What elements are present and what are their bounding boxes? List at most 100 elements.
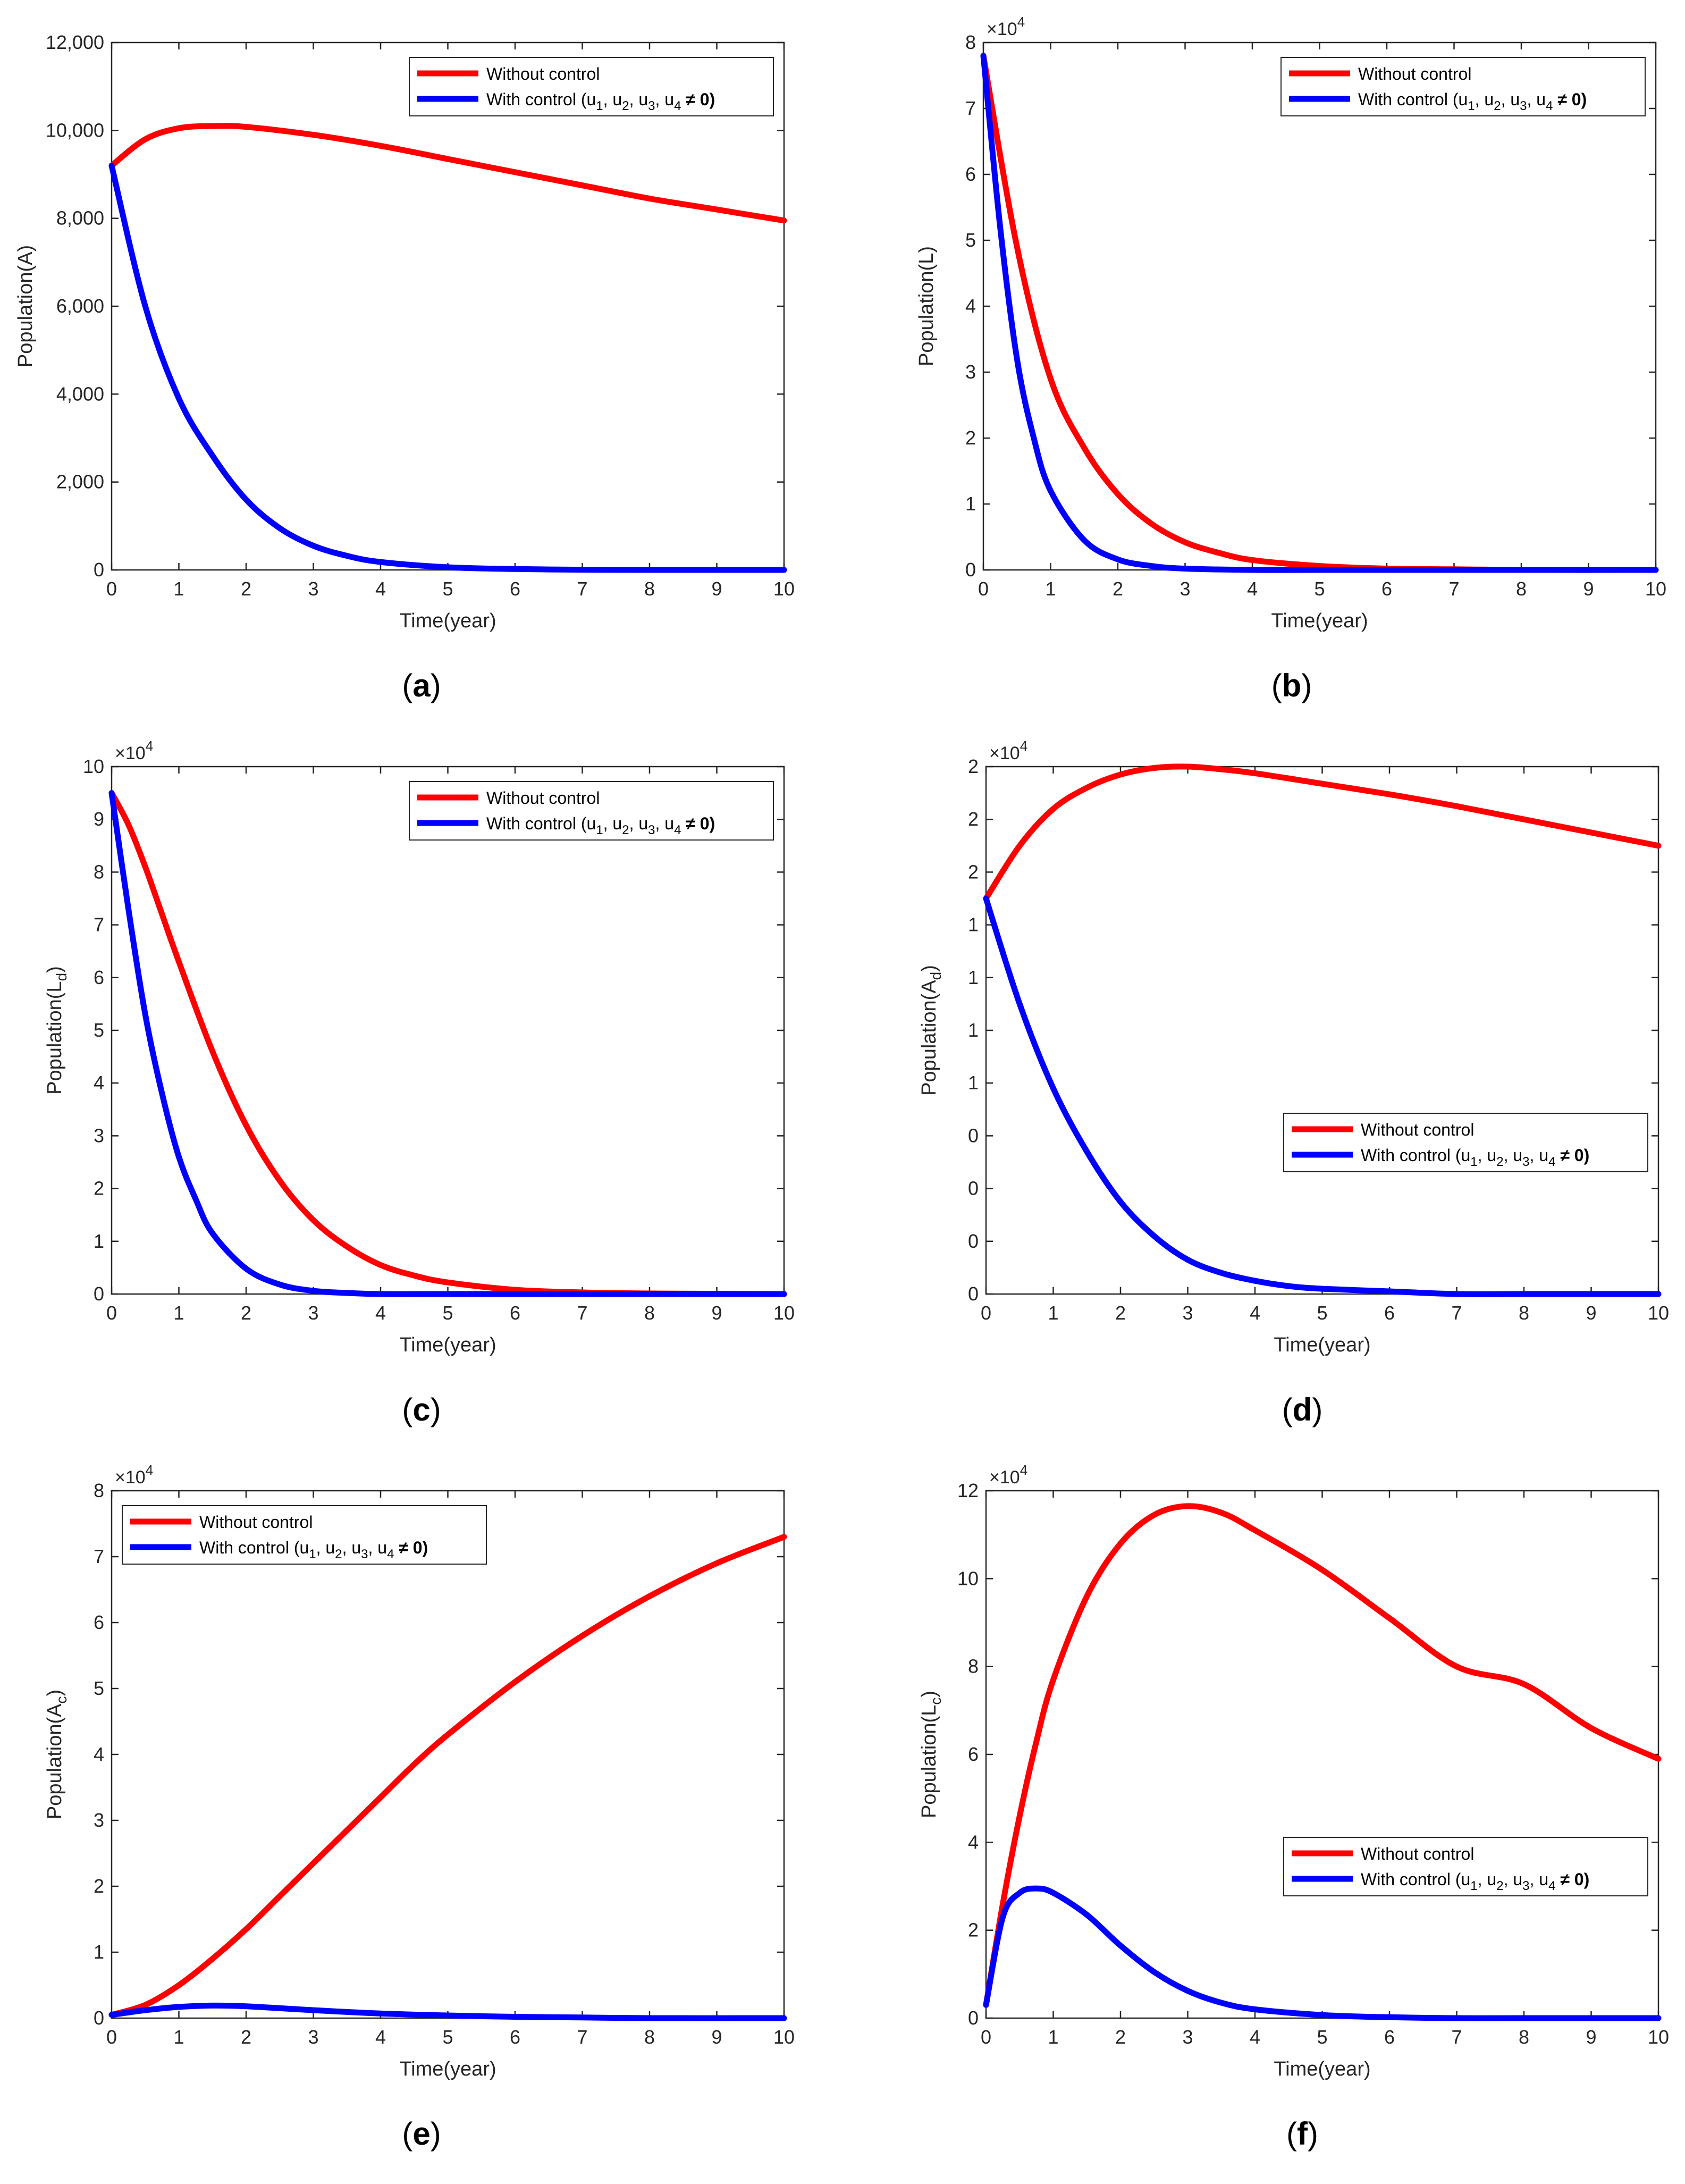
y-tick-label: 7: [965, 97, 976, 119]
legend-label-with: With control (u1, u2, u3, u4 ≠ 0): [486, 90, 715, 113]
legend-box: [122, 1505, 487, 1565]
x-axis-label: Time(year): [399, 610, 496, 632]
x-tick-label: 2: [1115, 2026, 1126, 2048]
y-tick-label: 1: [965, 493, 976, 515]
x-tick-label: 0: [106, 578, 117, 600]
y-tick-label: 2: [94, 1875, 104, 1897]
x-tick-label: 3: [308, 578, 318, 600]
x-tick-label: 5: [442, 2026, 453, 2048]
y-tick-label: 7: [94, 1545, 104, 1567]
y-tick-label: 0: [968, 2007, 979, 2029]
x-tick-label: 1: [173, 1302, 184, 1324]
legend-box: [1283, 1113, 1648, 1172]
panel-caption: (b): [1271, 668, 1312, 703]
chart-panel-e: 0 1 2 3 4 5 6 7 8 9 10 0 1 2 3 4 5 6 7 8 ×104 Time(year) Popul…: [44, 1462, 795, 2152]
series-with-control: [108, 163, 787, 573]
x-tick-label: 10: [773, 2026, 795, 2048]
x-tick-label: 4: [1247, 578, 1258, 600]
y-tick-label: 0: [968, 1178, 979, 1199]
x-tick-label: 7: [1451, 2026, 1462, 2048]
y-tick-label: 4: [94, 1743, 104, 1765]
x-tick-label: 6: [510, 578, 520, 600]
legend-label-without: Without control: [1358, 64, 1471, 83]
series-with-control: [108, 790, 787, 1297]
legend-label-with: With control (u1, u2, u3, u4 ≠ 0): [486, 814, 715, 837]
y-tick-label: 7: [94, 914, 104, 936]
x-tick-label: 10: [1645, 578, 1666, 600]
y-tick-label: 6,000: [56, 295, 104, 317]
y-tick-label: 0: [94, 1283, 104, 1305]
x-tick-label: 0: [106, 1302, 117, 1324]
legend: Without control With control (u1, u2, u3,…: [1280, 57, 1646, 116]
y-multiplier: ×104: [989, 738, 1027, 763]
legend: Without control With control (u1, u2, u3,…: [409, 57, 774, 116]
y-tick-label: 1: [968, 914, 979, 936]
legend-box: [1280, 57, 1646, 116]
x-tick-label: 8: [644, 1302, 655, 1324]
y-tick-label: 9: [94, 808, 104, 830]
legend-box: [1283, 1837, 1648, 1896]
y-axis-label: Population(Lc): [918, 1691, 944, 1818]
x-tick-label: 9: [1586, 2026, 1596, 2048]
y-tick-label: 0: [968, 1283, 979, 1305]
series-without-control: [108, 123, 787, 224]
x-tick-label: 10: [773, 578, 795, 600]
x-tick-label: 9: [711, 2026, 722, 2048]
x-tick-label: 4: [1250, 1302, 1260, 1324]
x-tick-label: 5: [1314, 578, 1325, 600]
y-axis-label: Population(L): [915, 246, 938, 366]
x-axis-label: Time(year): [1274, 2058, 1370, 2080]
y-tick-label: 2,000: [56, 471, 104, 493]
x-tick-label: 0: [106, 2026, 117, 2048]
y-tick-label: 6: [965, 163, 976, 185]
panel-caption: (d): [1282, 1392, 1323, 1427]
legend-label-without: Without control: [199, 1513, 313, 1532]
y-tick-label: 4,000: [56, 383, 104, 405]
y-tick-label: 2: [94, 1178, 104, 1199]
y-axis-label: Population(Ac): [44, 1690, 70, 1819]
y-tick-label: 6: [94, 1611, 104, 1633]
plot-frame: [982, 41, 1657, 571]
x-tick-label: 1: [1048, 1302, 1058, 1324]
y-tick-label: 0: [94, 2007, 104, 2029]
y-multiplier: ×104: [989, 1462, 1027, 1488]
series-with-control: [983, 1885, 1662, 2021]
y-tick-label: 1: [968, 967, 979, 988]
y-tick-label: 6: [94, 967, 104, 988]
plot-frame: [985, 766, 1659, 1295]
x-tick-label: 3: [308, 1302, 318, 1324]
x-tick-label: 2: [1115, 1302, 1126, 1324]
panel-caption: (a): [402, 668, 441, 703]
x-tick-label: 7: [1451, 1302, 1462, 1324]
x-axis-label: Time(year): [1274, 1334, 1370, 1356]
legend-box: [409, 781, 774, 841]
plot-frame: [111, 41, 785, 571]
panel-caption: (f): [1286, 2116, 1318, 2152]
y-tick-label: 0: [968, 1124, 979, 1146]
x-tick-label: 6: [1384, 1302, 1395, 1324]
legend-label-without: Without control: [486, 64, 600, 83]
x-tick-label: 4: [1250, 2026, 1260, 2048]
x-tick-label: 6: [1381, 578, 1392, 600]
series-with-control: [108, 2002, 787, 2021]
series-with-control: [980, 53, 1659, 573]
x-tick-label: 6: [510, 2026, 520, 2048]
x-tick-label: 7: [577, 1302, 587, 1324]
y-tick-label: 8: [968, 1656, 979, 1677]
y-axis-label: Population(Ad): [918, 965, 944, 1096]
y-axis-label: Population(Ld): [44, 966, 70, 1095]
series-with-control: [983, 895, 1662, 1297]
chart-panel-f: 0 1 2 3 4 5 6 7 8 9 10024681012×104Time(year)Popul…: [918, 1462, 1669, 2152]
y-tick-label: 3: [94, 1124, 104, 1146]
series-without-control: [108, 1534, 787, 2018]
x-tick-label: 5: [442, 578, 453, 600]
x-tick-label: 0: [978, 578, 989, 600]
y-tick-label: 5: [94, 1019, 104, 1041]
y-tick-label: 12: [957, 1480, 979, 1501]
y-tick-label: 1: [968, 1019, 979, 1041]
x-tick-label: 2: [1113, 578, 1123, 600]
x-tick-label: 1: [173, 2026, 184, 2048]
x-tick-label: 3: [308, 2026, 318, 2048]
x-tick-label: 1: [1045, 578, 1056, 600]
x-tick-label: 10: [773, 1302, 795, 1324]
